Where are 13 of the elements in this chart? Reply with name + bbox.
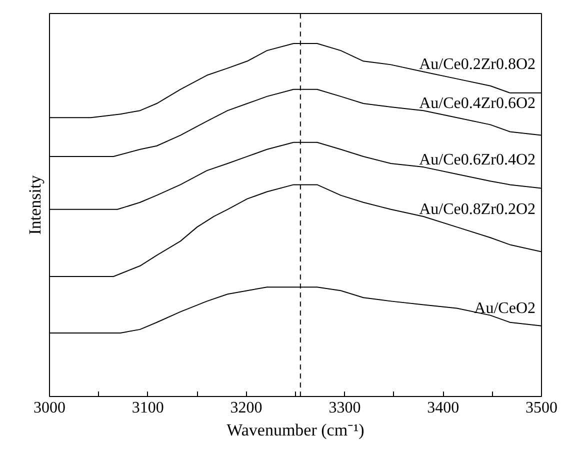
x-tick-label: 3100	[132, 400, 164, 416]
series-label: Au/Ce0.2Zr0.8O2	[419, 56, 536, 74]
x-tick-label: 3500	[526, 400, 558, 416]
series-label: Au/Ce0.8Zr0.2O2	[419, 200, 536, 218]
x-tick-label: 3400	[427, 400, 460, 416]
y-axis-title: Intensity	[26, 174, 44, 235]
series-label: Au/Ce0.4Zr0.6O2	[419, 95, 536, 112]
series-label: Au/CeO2	[474, 300, 536, 317]
series-label: Au/Ce0.6Zr0.4O2	[419, 152, 536, 169]
x-tick-label: 3200	[230, 400, 262, 416]
x-axis-title: Wavenumber (cm⁻¹)	[226, 420, 364, 440]
x-tick-label: 3000	[34, 400, 66, 416]
x-tick-label: 3300	[328, 400, 361, 416]
